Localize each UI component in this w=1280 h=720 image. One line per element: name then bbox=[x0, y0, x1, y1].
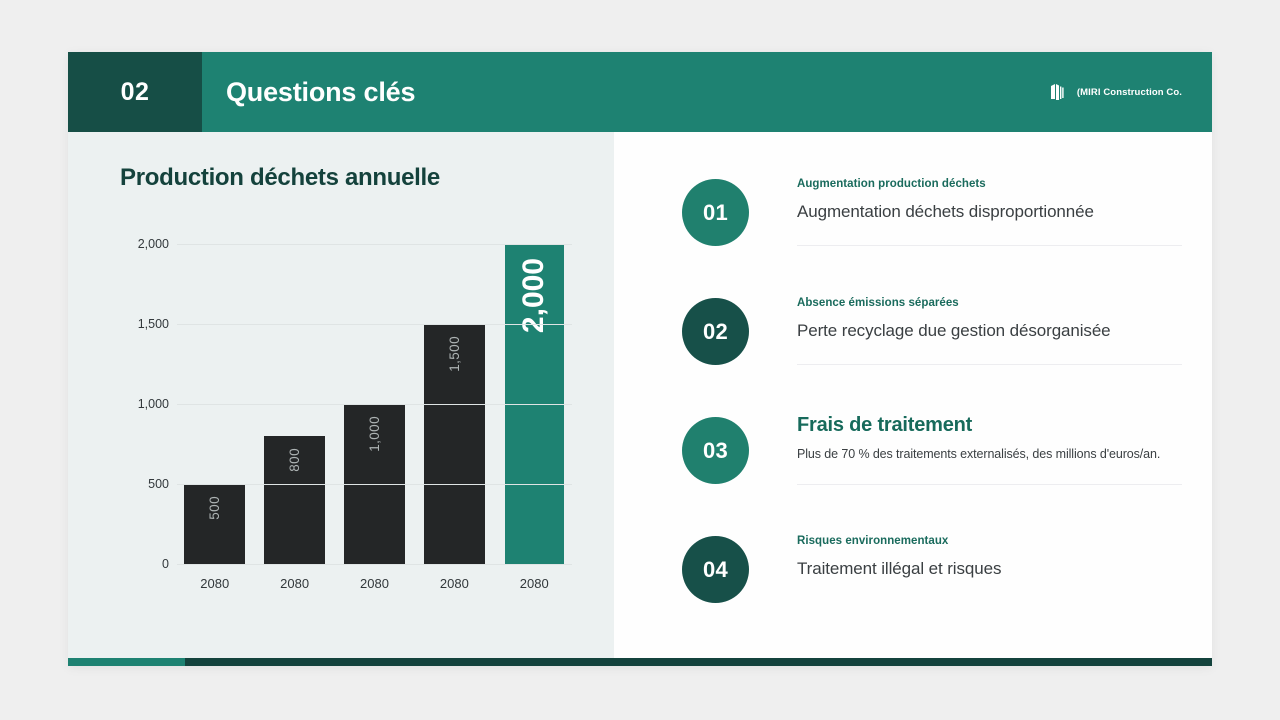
item-number-badge: 04 bbox=[682, 536, 749, 603]
gridline bbox=[177, 324, 572, 325]
brand-lockup: (MIRI Construction Co. bbox=[1046, 79, 1182, 105]
item-number-badge: 02 bbox=[682, 298, 749, 365]
item-number: 03 bbox=[702, 437, 729, 463]
slide-body: Production déchets annuelle 0 500 1,000 1,5… bbox=[68, 132, 1212, 658]
item-number: 01 bbox=[702, 199, 729, 225]
section-number-block: 02 bbox=[68, 52, 202, 132]
brand-name: (MIRI Construction Co. bbox=[1076, 86, 1182, 98]
x-axis: 2080 2080 2080 2080 2080 bbox=[177, 566, 572, 596]
item-body: Plus de 70 % des traitements externalisé… bbox=[797, 447, 1161, 461]
bar-chart: 0 500 1,000 1,500 2,000 500 800 1,000 1,500 2,00… bbox=[120, 237, 572, 624]
bar-slot: 500 bbox=[177, 244, 253, 564]
item-divider bbox=[797, 484, 1182, 485]
y-axis-tick-label: 1,000 bbox=[137, 397, 169, 411]
bar[interactable]: 1,500 bbox=[423, 324, 485, 564]
section-number: 02 bbox=[120, 77, 150, 106]
list-item[interactable]: 02 Absence émissions séparées Perte recycl… bbox=[682, 293, 1182, 412]
gridline bbox=[177, 404, 572, 405]
x-axis-tick-label: 2080 bbox=[200, 576, 230, 591]
item-text-block: Augmentation production déchets Augmentat… bbox=[797, 174, 1182, 246]
bar-slot: 1,500 bbox=[417, 244, 493, 564]
x-axis-tick-label: 2080 bbox=[519, 576, 549, 591]
item-kicker: Frais de traitement bbox=[797, 414, 973, 436]
bar-value-label: 500 bbox=[207, 496, 223, 520]
list-item[interactable]: 03 Frais de traitement Plus de 70 % des tr… bbox=[682, 412, 1182, 531]
item-text-block: Risques environnementaux Traitement illég… bbox=[797, 531, 1182, 603]
x-axis-tick-label: 2080 bbox=[439, 576, 469, 591]
gridline bbox=[177, 244, 572, 245]
slide: 02 Questions clés (MIRI Construction Co.… bbox=[68, 52, 1212, 666]
item-kicker: Risques environnementaux bbox=[797, 535, 949, 547]
bar-value-label: 800 bbox=[287, 448, 303, 472]
x-axis-tick-label: 2080 bbox=[360, 576, 389, 591]
item-kicker: Absence émissions séparées bbox=[797, 297, 959, 309]
footer-accent-segment bbox=[68, 658, 185, 666]
item-body: Augmentation déchets disproportionnée bbox=[797, 202, 1094, 221]
bar-value-label: 2,000 bbox=[517, 258, 551, 334]
plot-area: 500 800 1,000 1,500 2,000 bbox=[177, 244, 572, 565]
y-axis-tick-label: 1,500 bbox=[137, 317, 169, 331]
points-list: 01 Augmentation production déchets Augment… bbox=[682, 174, 1182, 650]
chart-title: Production déchets annuelle bbox=[120, 164, 440, 191]
item-divider bbox=[797, 245, 1182, 246]
item-body: Traitement illégal et risques bbox=[797, 559, 1002, 578]
footer-bar bbox=[68, 658, 1212, 666]
chart-panel: Production déchets annuelle 0 500 1,000 1,5… bbox=[68, 132, 631, 658]
building-skyline-icon bbox=[1046, 79, 1067, 101]
y-axis-tick-label: 500 bbox=[148, 477, 169, 491]
gridline bbox=[177, 564, 572, 565]
y-axis: 0 500 1,000 1,500 2,000 bbox=[120, 237, 177, 571]
y-axis-tick-label: 2,000 bbox=[137, 237, 169, 251]
item-kicker: Augmentation production déchets bbox=[797, 178, 986, 190]
item-text-block: Absence émissions séparées Perte recyclag… bbox=[797, 293, 1182, 365]
x-axis-tick-label: 2080 bbox=[280, 576, 310, 591]
list-item[interactable]: 01 Augmentation production déchets Augment… bbox=[682, 174, 1182, 293]
footer-base-segment bbox=[185, 658, 1212, 666]
y-axis-tick-label: 0 bbox=[162, 557, 169, 571]
list-item[interactable]: 04 Risques environnementaux Traitement ill… bbox=[682, 531, 1182, 650]
item-text-block: Frais de traitement Plus de 70 % des trai… bbox=[797, 412, 1182, 485]
item-number: 04 bbox=[702, 556, 729, 582]
page-title: Questions clés bbox=[226, 76, 416, 107]
slide-header: 02 Questions clés (MIRI Construction Co. bbox=[68, 52, 1212, 132]
item-number: 02 bbox=[702, 318, 729, 344]
bar-value-label: 1,500 bbox=[446, 336, 462, 372]
item-number-badge: 01 bbox=[682, 179, 749, 246]
item-divider bbox=[797, 364, 1182, 365]
bar-slot: 800 bbox=[257, 244, 333, 564]
bar[interactable]: 800 bbox=[264, 436, 326, 564]
item-body: Perte recyclage due gestion désorganisée bbox=[797, 321, 1111, 340]
bar-value-label: 1,000 bbox=[367, 416, 382, 452]
bar[interactable]: 500 bbox=[184, 484, 246, 564]
gridline bbox=[177, 484, 572, 485]
points-panel: 01 Augmentation production déchets Augment… bbox=[614, 132, 1212, 658]
item-number-badge: 03 bbox=[682, 417, 749, 484]
